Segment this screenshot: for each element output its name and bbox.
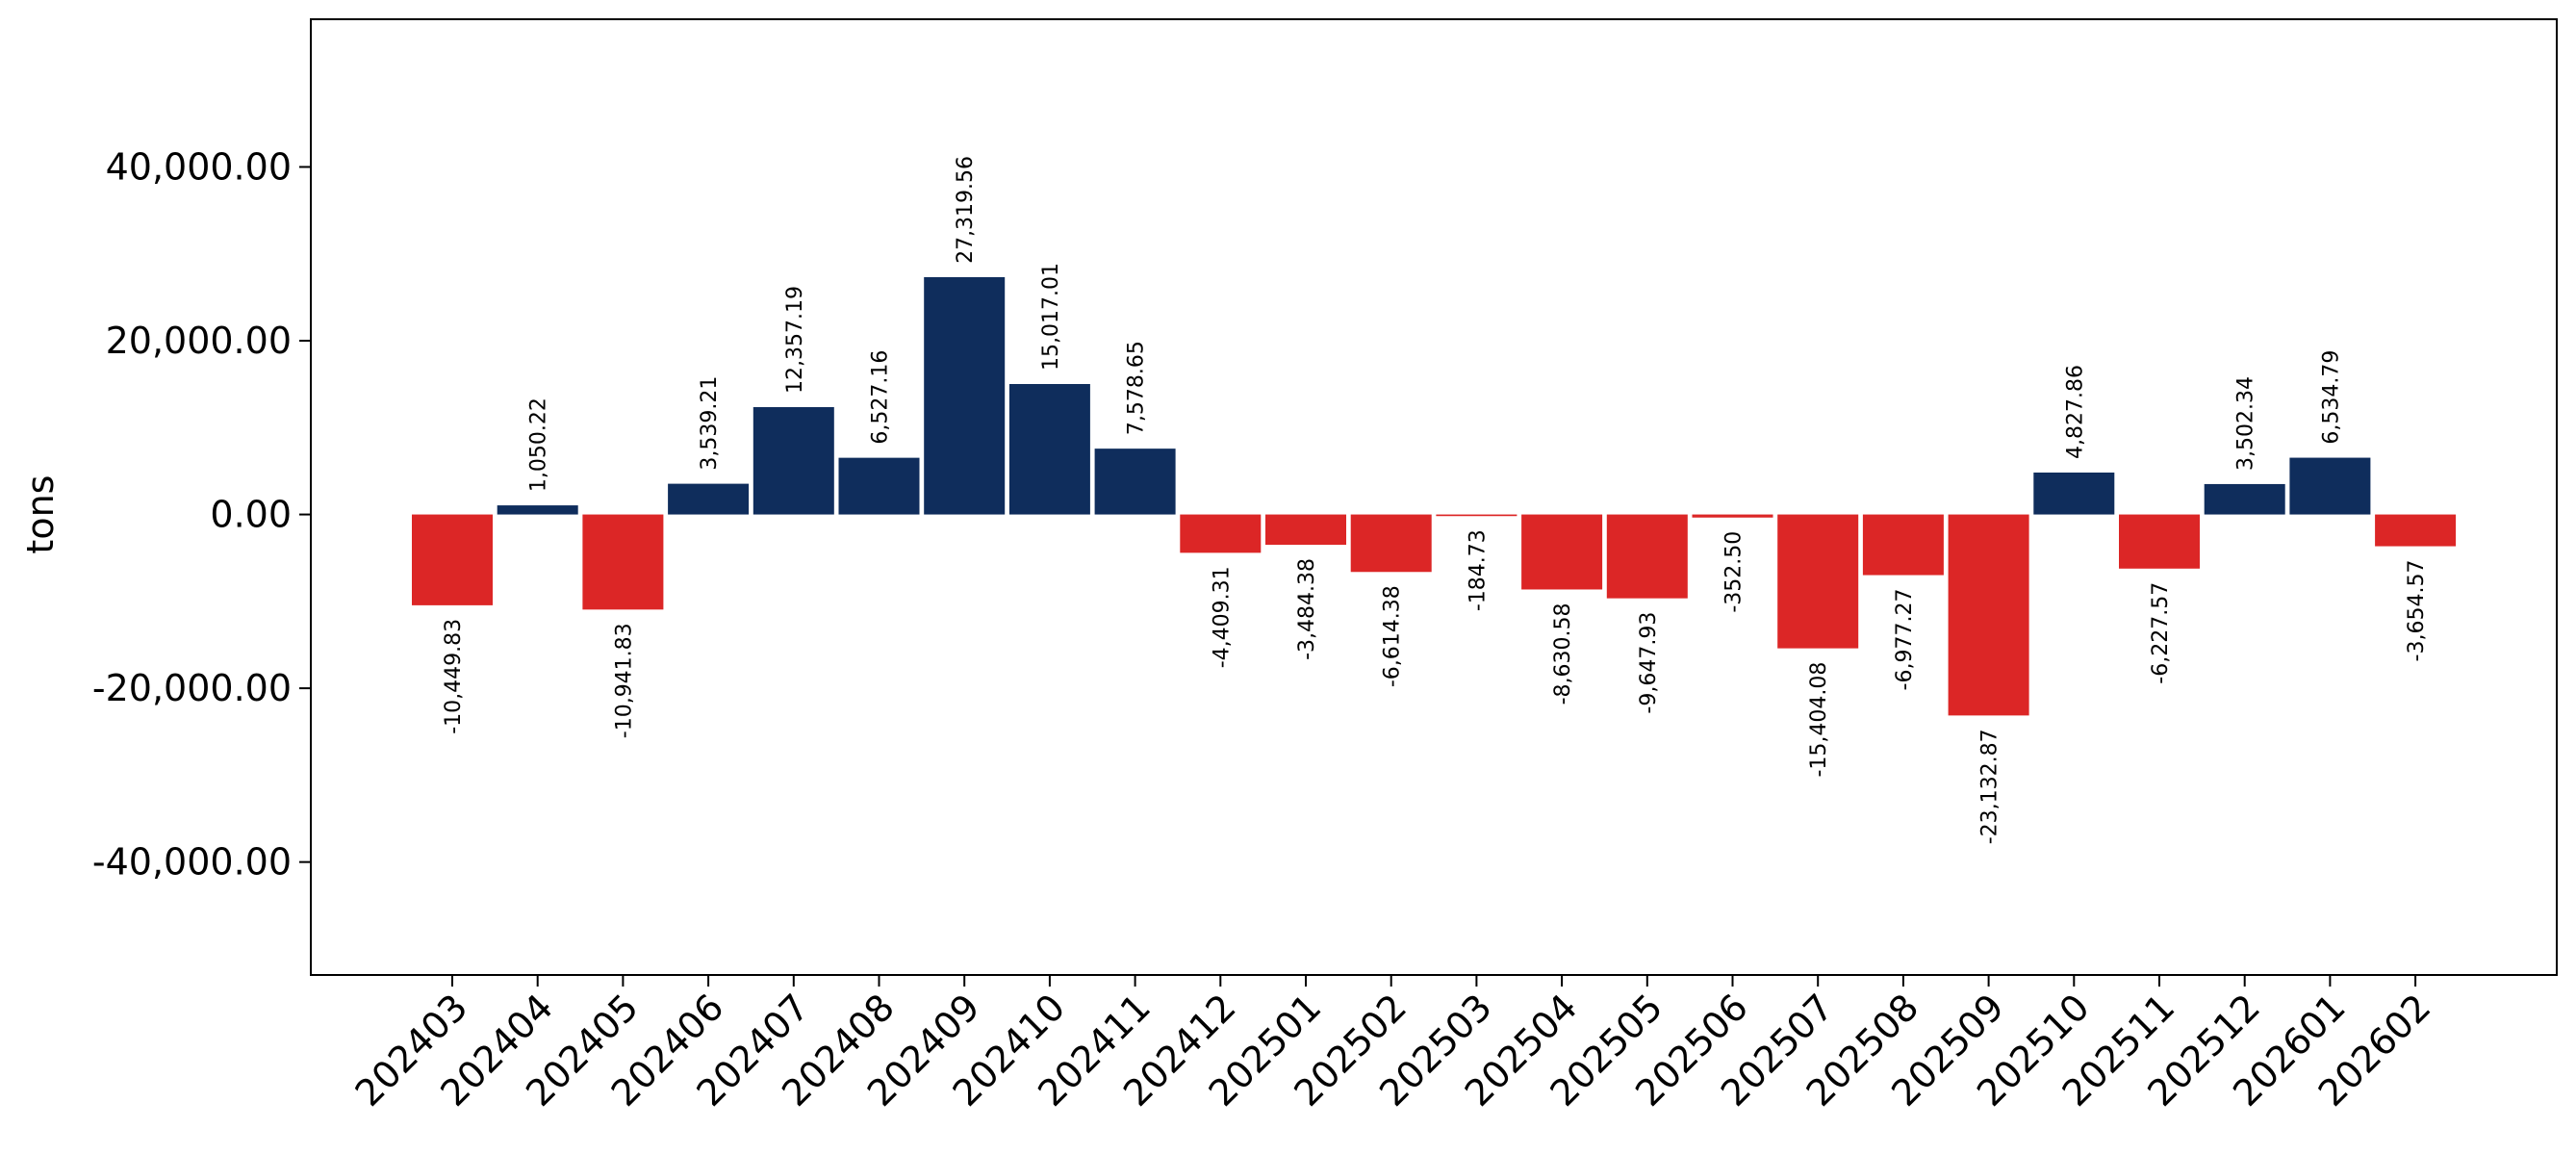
data-label-202405: -10,941.83 [612, 623, 636, 738]
data-label-202404: 1,050.22 [527, 397, 551, 492]
data-label-202410: 15,017.01 [1039, 263, 1063, 371]
data-label-202510: 4,827.86 [2063, 365, 2087, 459]
y-tick-label: 40,000.00 [106, 145, 292, 188]
bar-202508 [1862, 514, 1944, 576]
data-label-202511: -6,227.57 [2149, 582, 2173, 684]
bar-202503 [1436, 514, 1518, 517]
data-label-202501: -3,484.38 [1295, 558, 1319, 660]
bar-202412 [1180, 514, 1262, 553]
data-label-202505: -9,647.93 [1637, 612, 1661, 714]
bar-202511 [2119, 514, 2200, 569]
x-axis: 2024032024042024052024062024072024082024… [347, 975, 2438, 1115]
data-label-202506: -352.50 [1722, 531, 1747, 613]
bar-202512 [2204, 483, 2285, 515]
data-label-202409: 27,319.56 [954, 156, 978, 264]
bar-202510 [2033, 472, 2115, 515]
bar-202405 [582, 514, 664, 610]
data-label-202403: -10,449.83 [442, 619, 466, 734]
bar-202507 [1777, 514, 1859, 649]
bar-202408 [838, 457, 920, 515]
data-label-202508: -6,977.27 [1893, 589, 1917, 691]
bar-202411 [1094, 449, 1176, 515]
y-axis-label: tons [19, 475, 62, 554]
data-label-202503: -184.73 [1466, 529, 1490, 611]
data-label-202602: -3,654.57 [2405, 560, 2429, 662]
data-label-202502: -6,614.38 [1381, 585, 1405, 687]
plot-frame [310, 18, 2558, 976]
bar-202403 [412, 514, 493, 605]
y-tick-label: 0.00 [210, 494, 292, 536]
y-tick-label: -20,000.00 [92, 667, 292, 709]
data-label-202601: 6,534.79 [2319, 350, 2343, 445]
data-label-202406: 3,539.21 [698, 376, 722, 471]
data-label-202507: -15,404.08 [1807, 662, 1831, 778]
y-axis: -40,000.00 -20,000.00 0.00 20,000.00 40,000.… [92, 145, 311, 884]
bar-202410 [1008, 383, 1090, 515]
bar-202502 [1350, 514, 1432, 573]
bar-202505 [1606, 514, 1688, 599]
bar-202501 [1265, 514, 1346, 546]
bar-202506 [1692, 514, 1773, 518]
bar-202509 [1948, 514, 2029, 716]
data-label-202509: -23,132.87 [1978, 729, 2002, 844]
bar-202407 [752, 407, 834, 515]
bar-202404 [497, 505, 578, 515]
bars-layer [412, 276, 2457, 716]
y-tick-label: -40,000.00 [92, 841, 292, 884]
data-label-202504: -8,630.58 [1551, 603, 1575, 705]
data-label-202512: 3,502.34 [2234, 376, 2258, 471]
y-tick-label: 20,000.00 [106, 320, 292, 362]
bar-202406 [668, 483, 750, 515]
data-label-202411: 7,578.65 [1125, 341, 1149, 435]
bar-202504 [1521, 514, 1603, 590]
data-labels-layer: -10,449.83 1,050.22 -10,941.83 3,539.21 12,3… [442, 156, 2429, 844]
data-label-202407: 12,357.19 [783, 286, 807, 394]
data-label-202408: 6,527.16 [869, 350, 893, 445]
data-label-202412: -4,409.31 [1210, 566, 1234, 668]
bar-202602 [2375, 514, 2457, 547]
bar-202601 [2289, 457, 2371, 515]
bar-202409 [924, 276, 1006, 515]
